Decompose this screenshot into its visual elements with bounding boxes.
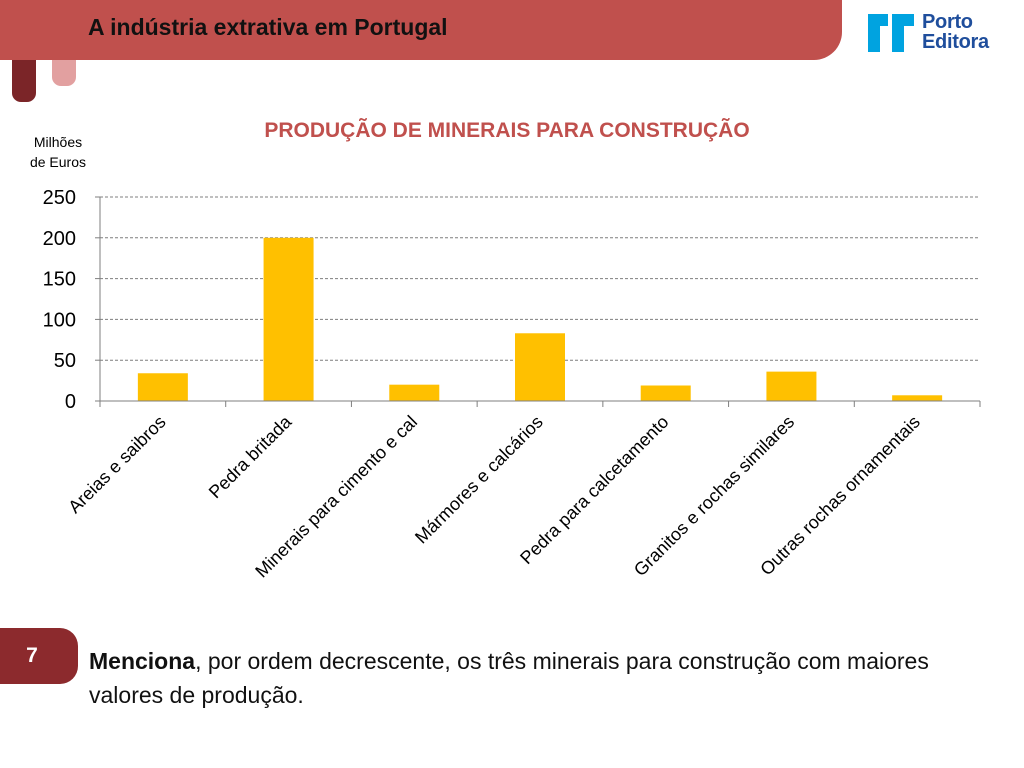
- bar-chart: PRODUÇÃO DE MINERAIS PARA CONSTRUÇÃO Mil…: [30, 119, 981, 581]
- bar: [263, 237, 314, 401]
- logo-text-porto: Porto: [922, 11, 973, 33]
- y-axis-label-line2: de Euros: [30, 154, 86, 170]
- x-tick-label: Areias e saibros: [64, 412, 169, 517]
- bar: [640, 385, 691, 401]
- x-tick-label: Pedra para calcetamento: [516, 412, 672, 568]
- question-text: Menciona, por ordem decrescente, os três…: [89, 644, 979, 712]
- bar: [892, 395, 943, 401]
- bar: [389, 384, 440, 401]
- axes: [95, 196, 981, 407]
- bars: [137, 237, 943, 401]
- page-number-badge: 7: [0, 628, 78, 684]
- y-axis-label-line1: Milhões: [34, 134, 82, 150]
- y-tick-label: 200: [43, 228, 76, 250]
- y-tick-label: 250: [43, 187, 76, 209]
- question-rest: , por ordem decrescente, os três minerai…: [89, 648, 929, 708]
- y-tick-label: 50: [54, 350, 76, 372]
- x-tick-label: Mármores e calcários: [411, 412, 547, 548]
- y-tick-labels: 0 50 100 150 200 250: [43, 187, 76, 413]
- y-tick-label: 0: [65, 391, 76, 413]
- chart-title: PRODUÇÃO DE MINERAIS PARA CONSTRUÇÃO: [264, 119, 749, 142]
- y-tick-label: 150: [43, 269, 76, 291]
- page-title: A indústria extrativa em Portugal: [88, 14, 448, 40]
- y-tick-label: 100: [43, 309, 76, 331]
- x-tick-label: Pedra britada: [205, 411, 296, 502]
- header-bar: [0, 0, 842, 60]
- porto-editora-logo: Porto Editora: [866, 12, 1016, 56]
- bar: [515, 333, 565, 401]
- logo-mark-icon: [868, 14, 914, 52]
- bar: [137, 373, 188, 401]
- logo-text-editora: Editora: [922, 31, 989, 53]
- question-bold: Menciona: [89, 648, 196, 674]
- bar: [766, 371, 817, 401]
- page-number: 7: [26, 644, 38, 667]
